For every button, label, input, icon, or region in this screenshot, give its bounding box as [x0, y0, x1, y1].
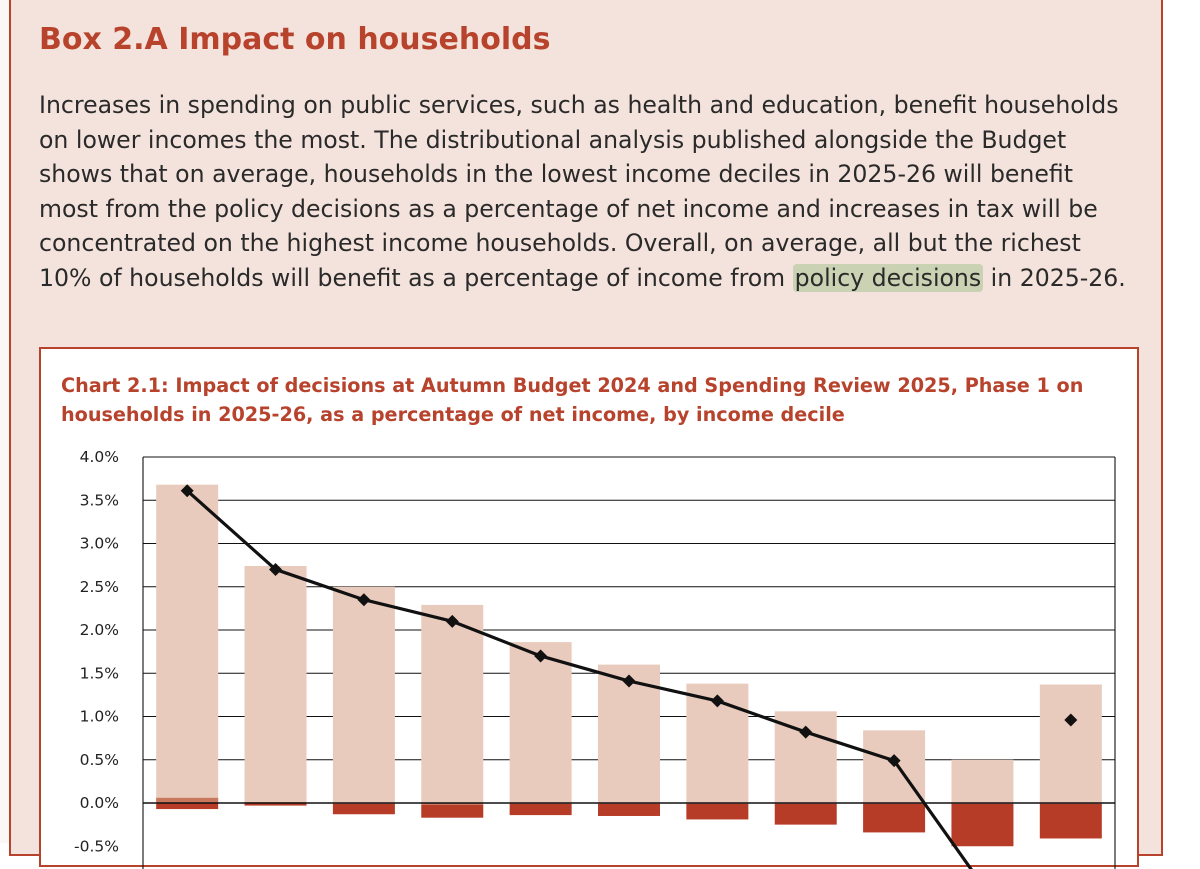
body-text-end: in 2025-26.	[983, 263, 1126, 292]
line-marker-8	[799, 725, 813, 739]
bar-bar_mid-4	[421, 803, 484, 805]
y-tick-label: 2.0%	[80, 621, 119, 639]
bar-bar_dark-5	[509, 803, 572, 816]
line-marker-1	[180, 484, 194, 498]
bar-bar_dark-3	[332, 803, 395, 815]
bar-bar_dark-4	[421, 804, 484, 818]
page-edge	[0, 0, 9, 843]
bar-bar_light-10	[951, 759, 1014, 803]
line-marker-5	[534, 649, 548, 663]
chart-svg: -0.5% 0.0% 0.5% 1.0% 1.5% 2.0% 2.5% 3.0% 3.5% 4.0…	[74, 448, 1116, 869]
line-marker-6	[622, 674, 636, 688]
y-tick-label: 3.0%	[80, 535, 119, 553]
bar-bar_light-2	[244, 565, 307, 803]
line-marker-3	[357, 593, 371, 607]
bar-bar_light-11	[1039, 684, 1102, 803]
bar-bar_light-5	[509, 642, 572, 803]
bar-bar_dark-8	[774, 803, 837, 825]
bar-bar_light-3	[332, 586, 395, 803]
box-body-text: Increases in spending on public services…	[39, 88, 1139, 295]
y-tick-label: 3.5%	[80, 491, 119, 509]
line-marker-7	[710, 694, 724, 708]
line-marker-9	[887, 754, 901, 768]
net-impact-line	[186, 489, 973, 869]
bar-bar_dark-6	[598, 803, 660, 816]
y-tick-label: -0.5%	[74, 837, 119, 855]
bar-bar_light-6	[598, 664, 660, 803]
bar-bar_dark-2	[244, 803, 307, 806]
line-marker-11	[1064, 713, 1078, 727]
bar-bar_light-4	[421, 604, 484, 803]
body-text-start: Increases in spending on public services…	[39, 91, 1119, 292]
y-tick-label: 1.5%	[80, 664, 119, 682]
y-tick-label: 0.5%	[80, 751, 119, 769]
line-marker-2	[269, 562, 283, 576]
y-tick-label: 1.0%	[80, 708, 119, 726]
line-marker-4	[445, 614, 459, 628]
bar-bar_dark-1	[156, 803, 219, 810]
bar-bar_dark-7	[686, 803, 749, 820]
box-title: Box 2.A Impact on households	[39, 22, 551, 57]
bar-bar_light-1	[156, 484, 219, 803]
chart-panel: Chart 2.1: Impact of decisions at Autumn…	[39, 347, 1139, 869]
bar-bar_mid-1	[156, 797, 219, 803]
y-tick-label: 4.0%	[80, 448, 119, 466]
chart-title: Chart 2.1: Impact of decisions at Autumn…	[61, 374, 1084, 426]
highlighted-phrase[interactable]: policy decisions	[792, 263, 984, 292]
bar-bar_dark-11	[1039, 803, 1102, 839]
bar-bar_dark-10	[951, 803, 1014, 847]
bar-bar_dark-9	[863, 803, 926, 833]
y-tick-label: 0.0%	[80, 794, 119, 812]
y-tick-label: 2.5%	[80, 578, 119, 596]
